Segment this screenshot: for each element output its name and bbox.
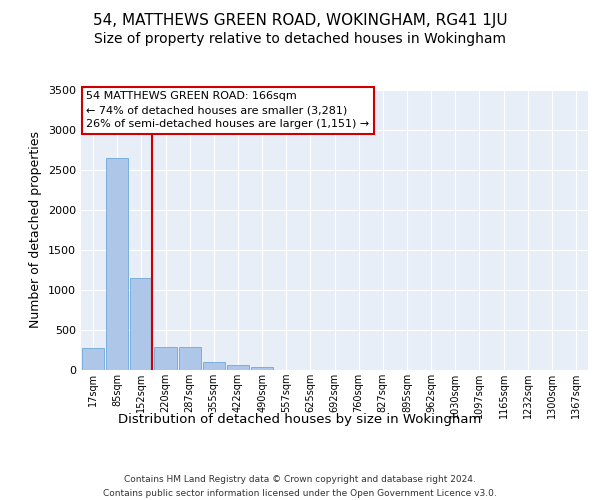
Bar xyxy=(130,278,152,370)
Bar xyxy=(179,347,201,370)
Bar xyxy=(227,365,249,370)
Text: Contains HM Land Registry data © Crown copyright and database right 2024.
Contai: Contains HM Land Registry data © Crown c… xyxy=(103,476,497,498)
Bar xyxy=(154,347,176,370)
Bar xyxy=(251,367,273,370)
Text: Distribution of detached houses by size in Wokingham: Distribution of detached houses by size … xyxy=(118,412,482,426)
Bar xyxy=(106,158,128,370)
Bar xyxy=(82,348,104,370)
Text: 54, MATTHEWS GREEN ROAD, WOKINGHAM, RG41 1JU: 54, MATTHEWS GREEN ROAD, WOKINGHAM, RG41… xyxy=(92,12,508,28)
Y-axis label: Number of detached properties: Number of detached properties xyxy=(29,132,43,328)
Bar xyxy=(203,362,225,370)
Text: 54 MATTHEWS GREEN ROAD: 166sqm
← 74% of detached houses are smaller (3,281)
26% : 54 MATTHEWS GREEN ROAD: 166sqm ← 74% of … xyxy=(86,92,370,130)
Text: Size of property relative to detached houses in Wokingham: Size of property relative to detached ho… xyxy=(94,32,506,46)
